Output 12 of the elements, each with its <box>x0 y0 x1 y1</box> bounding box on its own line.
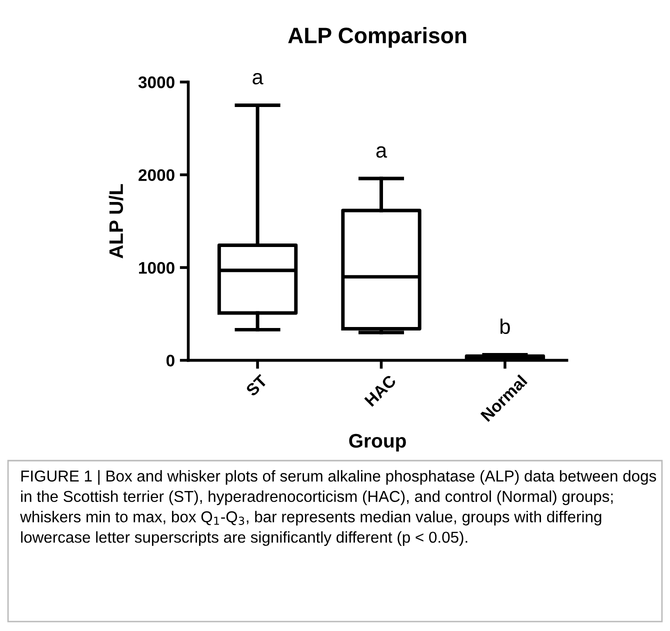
caption: FIGURE 1 | Box and whisker plots of serum alkaline phosphatase (ALP) data between dogs in the Scottish terrier (ST), hyperadrenocorticism (HAC), and control (Normal) groups; whiskers min to max, box Q$_{1}$-Q$_{3}$, bar represents median value, groups with differing lowercase letter superscripts are significantly different (p < 0.05). <box>20 470 656 546</box>
y-axis-title: ALP U/L <box>108 184 124 258</box>
y-tick-label: 2000 <box>138 169 174 181</box>
x-tick-label: ST <box>245 374 268 397</box>
annotation: a <box>252 73 264 84</box>
annotation: a <box>376 146 388 158</box>
x-axis-title: Group <box>349 434 406 452</box>
y-tick-label: 3000 <box>138 76 174 88</box>
y-tick-label: 0 <box>166 354 174 367</box>
annotation: b <box>500 318 510 334</box>
y-tick-label: 1000 <box>139 262 174 274</box>
chart-title: ALP Comparison <box>288 27 466 48</box>
